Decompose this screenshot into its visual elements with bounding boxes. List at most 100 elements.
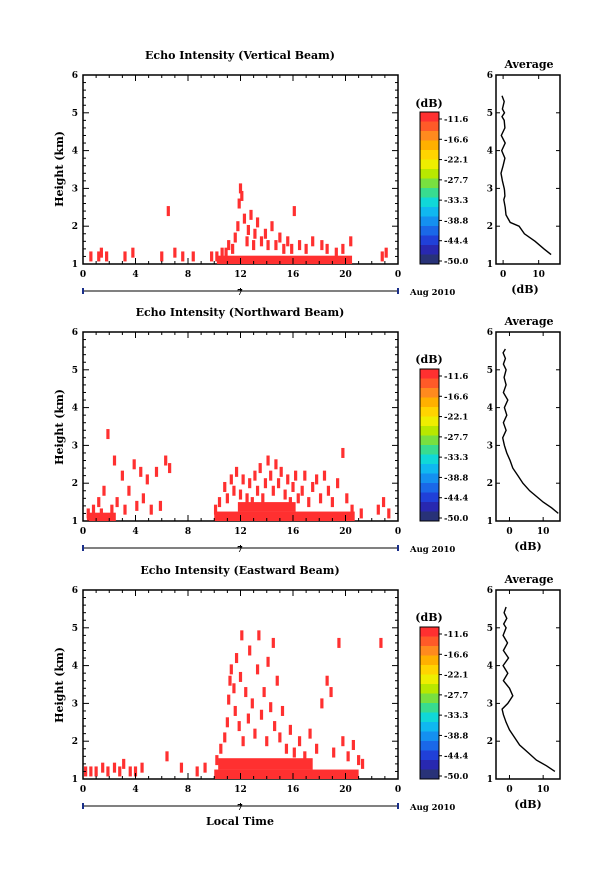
profile-y-tick-label: 4 [487,147,493,157]
echo-cell [112,762,117,773]
echo-cell [246,713,250,724]
echo-cell [274,240,278,251]
profile-y-tick-label: 5 [487,624,493,634]
echo-cell [118,766,122,777]
echo-cell [223,732,227,743]
echo-cell [250,698,254,709]
echo-cell [350,504,354,515]
colorbar-swatch [420,646,439,656]
echo-cell [311,236,315,247]
echo-cell [263,228,268,239]
profile-x-tick-label: 10 [537,527,550,537]
echo-cell [217,497,222,508]
day-label: 7 [237,803,243,813]
echo-cell [105,251,109,262]
echo-cell [292,206,296,217]
colorbar-tick-label: -27.7 [444,433,468,443]
echo-band [218,758,313,770]
echo-cell [236,221,240,232]
colorbar-tick-label: -27.7 [444,691,468,701]
echo-cell [135,500,139,511]
profile-y-tick-label: 1 [487,775,493,785]
profile-title: Average [503,315,553,328]
profile-y-tick-label: 3 [487,441,493,451]
colorbar: -11.6 -16.6 -22.1 -27.7 -33.3 -38.8 -44.4 -50.0 [419,368,468,524]
x-tick-label: 0 [395,527,401,537]
profile-y-tick-label: 2 [487,479,493,489]
echo-cell [311,481,315,492]
colorbar-swatch [420,197,439,208]
echo-cell [269,702,273,713]
echo-cell [140,762,144,773]
x-tick-label: 12 [234,785,247,795]
colorbar-swatch [420,464,439,474]
echo-cell [357,755,361,766]
echo-cell [304,243,308,254]
colorbar-tick-label: -27.7 [444,176,468,186]
echo-cell [359,508,363,519]
colorbar-swatch [420,731,439,742]
colorbar-swatch [420,769,439,780]
colorbar-swatch [420,511,439,522]
x-tick-label: 0 [80,785,86,795]
echo-cells [86,429,391,521]
echo-cell [238,671,243,682]
profile-plot: 1 2 3 4 5 6 0 10 [487,328,560,537]
axis-ticks [82,74,399,265]
colorbar-swatch [420,483,439,493]
echo-cell [89,766,93,777]
echo-cell [97,497,101,508]
echo-cell [275,675,279,686]
echo-band [214,769,359,779]
echo-cell [106,429,110,440]
echo-cell [346,751,350,762]
echo-cell [290,243,294,254]
colorbar-swatch [420,750,439,761]
echo-cell [282,243,286,254]
echo-cell [249,209,253,220]
echo-cell [213,504,218,515]
echo-cell [168,463,172,474]
colorbar-swatch [420,188,439,198]
echo-cell [271,485,275,496]
echo-band [237,502,296,512]
y-tick-label: 3 [72,184,78,194]
echo-cell [255,485,260,496]
echo-cell [255,664,260,675]
echo-cell [326,485,331,496]
echo-cell [244,687,248,698]
profile-y-tick-label: 4 [487,404,493,414]
echo-cell [225,493,229,504]
echo-cell [231,243,235,254]
x-tick-label: 16 [287,527,300,537]
colorbar-swatch [420,416,439,427]
y-tick-label: 3 [72,699,78,709]
echo-cell [234,653,239,664]
y-tick-label: 1 [72,260,78,270]
echo-cell [278,732,282,743]
colorbar-tick-label: -50.0 [444,257,468,267]
echo-cell [128,766,132,777]
echo-cell [387,508,391,519]
echo-cell [296,493,300,504]
echo-cell [258,463,262,474]
colorbar-swatch [420,140,439,151]
colorbar-swatch [420,407,439,417]
echo-cell [241,474,245,485]
echo-cell [237,198,241,209]
y-tick-label: 4 [72,662,78,672]
panel-eastward: Echo Intensity (Eastward Beam) Height (k… [53,564,561,828]
panel-title: Echo Intensity (Vertical Beam) [145,49,335,62]
echo-cell [329,687,333,698]
colorbar-tick-label: -44.4 [444,752,468,762]
echo-cell [294,470,298,481]
echo-cell [253,228,257,239]
echo-cell [320,698,324,709]
y-tick-label: 6 [72,586,78,596]
axis-ticks [82,589,399,780]
colorbar-swatch [420,388,439,398]
echo-cell [274,459,278,470]
profile-y-tick-label: 5 [487,109,493,119]
echo-cell [120,470,124,481]
echo-cell [261,493,265,504]
